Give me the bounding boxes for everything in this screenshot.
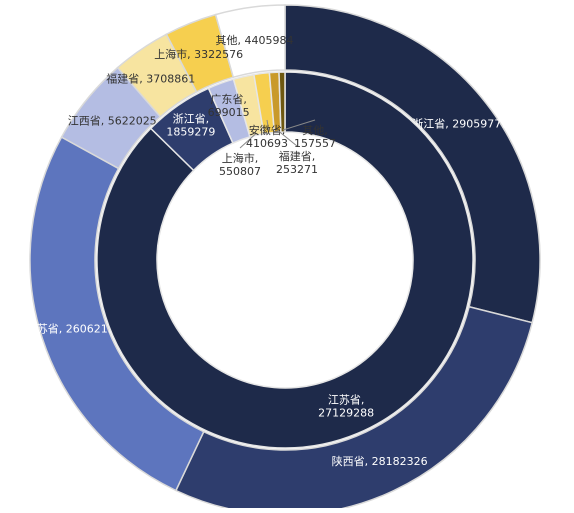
inner-slice-6[interactable] [278,71,286,133]
inner-leader-3 [239,132,257,149]
outer-slice-2[interactable] [29,136,205,492]
inner-leader-6 [282,119,316,131]
inner-leader-4 [266,119,270,132]
outer-label-3: 江西省, 5622025 [68,115,157,128]
outer-label-5: 上海市, 3322576 [154,47,243,61]
inner-label-5: 福建省, 253271 [276,149,318,176]
inner-label-4: 安徽省, 410693 [246,123,288,150]
outer-label-2: 江苏省, 26062111 [26,322,122,335]
outer-label-0: 浙江省, 29059771 [412,118,508,131]
outer-label-1: 陕西省, 28182326 [332,454,428,468]
outer-slice-6[interactable] [214,4,286,79]
inner-label-2: 广东省, 699015 [208,93,250,119]
inner-label-1: 浙江省, 1859279 [166,112,215,138]
inner-label-0: 江苏省, 27129288 [318,394,374,420]
inner-slice-0[interactable] [96,71,474,449]
inner-leader-5 [277,129,298,147]
inner-label-6: 其他, 157557 [294,124,336,150]
outer-label-4: 福建省, 3708861 [106,71,195,85]
inner-label-3: 上海市, 550807 [219,151,261,178]
outer-label-6: 其他, 4405984 [215,34,293,47]
